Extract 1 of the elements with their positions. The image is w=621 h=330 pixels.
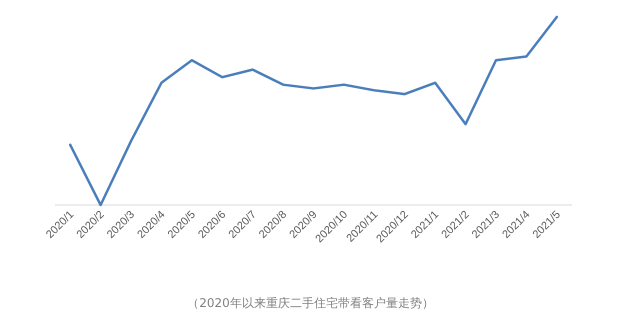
text: （2020年以来重庆二手住宅带看客户量走势）	[187, 296, 434, 310]
